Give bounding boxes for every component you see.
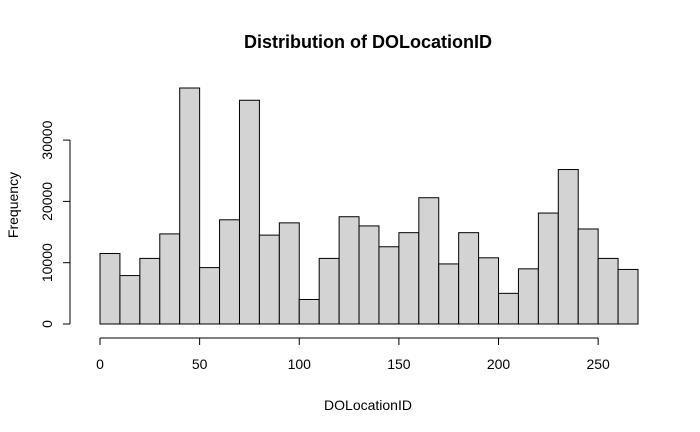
- histogram-bar: [298, 298, 320, 325]
- x-tick-label: 100: [288, 356, 312, 372]
- x-tick-label: 0: [96, 356, 104, 372]
- y-tick-label: 10000: [39, 243, 55, 282]
- bars-group: [99, 87, 639, 325]
- x-tick-label: 200: [487, 356, 511, 372]
- y-tick-label: 0: [39, 320, 55, 328]
- histogram-bar: [199, 267, 221, 325]
- histogram-bar: [577, 228, 599, 325]
- histogram-bar: [258, 234, 280, 325]
- histogram-bar: [418, 197, 440, 325]
- histogram-bar: [219, 219, 240, 325]
- y-tick-label: 20000: [39, 182, 55, 221]
- histogram-bar: [238, 99, 260, 325]
- histogram-bar: [438, 263, 460, 325]
- y-axis-label: Frequency: [5, 172, 21, 238]
- histogram-bar: [537, 212, 559, 325]
- histogram-bar: [278, 222, 300, 325]
- histogram-bar: [458, 232, 480, 325]
- histogram-bar: [478, 257, 500, 325]
- histogram-bar: [398, 232, 420, 325]
- histogram-bar: [557, 169, 579, 325]
- y-tick-label: 30000: [39, 120, 55, 159]
- y-axis: 0 10000 20000 30000: [39, 120, 71, 328]
- histogram-bar: [179, 87, 201, 325]
- histogram-bar: [597, 257, 619, 325]
- histogram-bar: [517, 268, 539, 325]
- histogram-bar: [99, 253, 121, 325]
- histogram-bar: [119, 275, 141, 325]
- histogram-bar: [159, 233, 181, 325]
- x-axis-label: DOLocationID: [324, 397, 412, 413]
- histogram-bar: [358, 225, 380, 325]
- histogram-bar: [139, 257, 161, 325]
- histogram-bar: [498, 292, 519, 325]
- histogram-bar: [378, 246, 400, 325]
- histogram-bar: [338, 216, 360, 325]
- x-axis: 0 50 100 150 200 250: [96, 337, 610, 372]
- histogram-bar: [318, 257, 340, 325]
- x-tick-label: 50: [192, 356, 208, 372]
- x-tick-label: 150: [387, 356, 411, 372]
- chart-title: Distribution of DOLocationID: [244, 32, 492, 52]
- histogram-bar: [617, 268, 639, 325]
- x-tick-label: 250: [586, 356, 610, 372]
